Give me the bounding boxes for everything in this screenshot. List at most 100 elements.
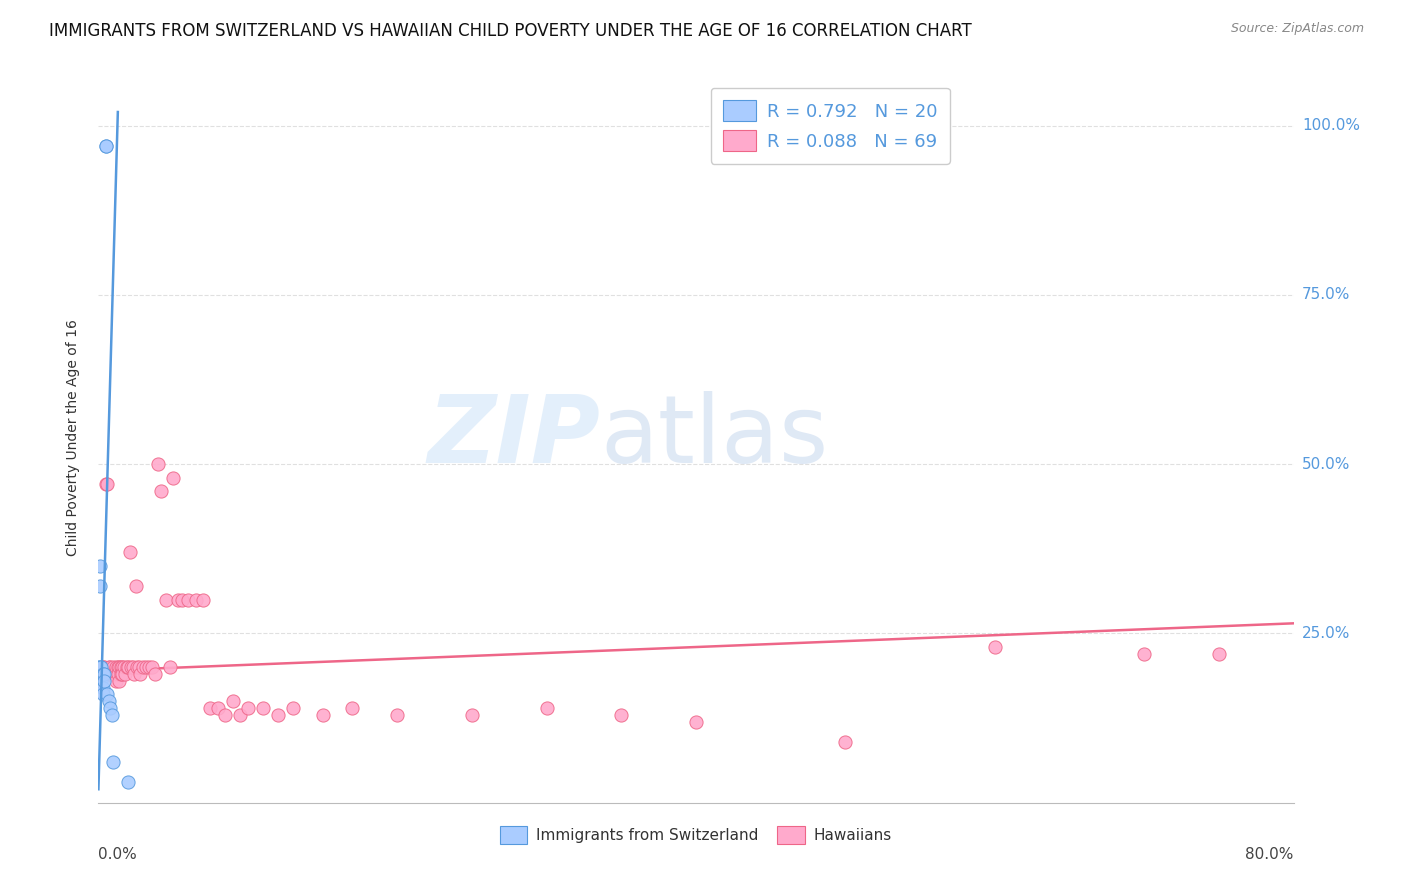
Point [111, 667, 134, 681]
Point [110, 660, 132, 674]
Point [461, 707, 484, 722]
Point [87, 673, 110, 688]
Point [124, 667, 146, 681]
Point [166, 592, 188, 607]
Text: 0.0%: 0.0% [98, 847, 138, 862]
Point [148, 457, 170, 471]
Point [385, 707, 409, 722]
Point [108, 660, 131, 674]
Point [135, 660, 157, 674]
Text: 80.0%: 80.0% [1246, 847, 1294, 862]
Point [141, 660, 163, 674]
Y-axis label: Child Poverty Under the Age of 16: Child Poverty Under the Age of 16 [66, 318, 80, 556]
Point [91, 660, 114, 674]
Point [150, 484, 173, 499]
Point [90, 673, 112, 688]
Point [311, 707, 333, 722]
Point [610, 707, 633, 722]
Point [229, 707, 252, 722]
Point [214, 707, 236, 722]
Point [89, 579, 111, 593]
Point [200, 701, 222, 715]
Text: Source: ZipAtlas.com: Source: ZipAtlas.com [1230, 22, 1364, 36]
Text: 50.0%: 50.0% [1302, 457, 1350, 472]
Point [111, 660, 134, 674]
Point [96, 688, 118, 702]
Point [98, 667, 122, 681]
Point [120, 660, 142, 674]
Point [143, 667, 166, 681]
Point [1208, 647, 1230, 661]
Point [93, 673, 115, 688]
Point [117, 660, 139, 674]
Point [98, 660, 122, 674]
Point [252, 701, 274, 715]
Point [97, 660, 120, 674]
Point [87, 660, 110, 674]
Point [94, 139, 117, 153]
Point [107, 660, 129, 674]
Point [94, 139, 117, 153]
Point [1133, 647, 1156, 661]
Point [93, 667, 115, 681]
Point [342, 701, 364, 715]
Point [172, 592, 194, 607]
Point [89, 660, 111, 674]
Point [93, 660, 115, 674]
Point [97, 667, 120, 681]
Legend: Immigrants from Switzerland, Hawaiians: Immigrants from Switzerland, Hawaiians [494, 820, 898, 850]
Point [91, 681, 114, 695]
Point [108, 673, 131, 688]
Point [128, 660, 150, 674]
Text: IMMIGRANTS FROM SWITZERLAND VS HAWAIIAN CHILD POVERTY UNDER THE AGE OF 16 CORREL: IMMIGRANTS FROM SWITZERLAND VS HAWAIIAN … [49, 22, 972, 40]
Point [129, 667, 152, 681]
Point [118, 545, 141, 559]
Point [103, 667, 125, 681]
Point [125, 579, 148, 593]
Text: 75.0%: 75.0% [1302, 287, 1350, 302]
Point [112, 660, 135, 674]
Point [105, 673, 128, 688]
Point [207, 701, 229, 715]
Point [90, 660, 112, 674]
Point [107, 667, 129, 681]
Point [94, 477, 117, 491]
Point [281, 701, 304, 715]
Point [96, 477, 118, 491]
Point [155, 592, 177, 607]
Text: 25.0%: 25.0% [1302, 626, 1350, 641]
Point [222, 694, 245, 708]
Point [114, 667, 136, 681]
Point [127, 660, 149, 674]
Point [132, 660, 155, 674]
Point [110, 667, 132, 681]
Text: 100.0%: 100.0% [1302, 118, 1360, 133]
Point [101, 667, 124, 681]
Point [177, 592, 200, 607]
Text: atlas: atlas [600, 391, 828, 483]
Point [536, 701, 558, 715]
Point [138, 660, 160, 674]
Point [162, 471, 184, 485]
Point [98, 701, 122, 715]
Point [236, 701, 259, 715]
Point [159, 660, 181, 674]
Point [91, 688, 114, 702]
Point [191, 592, 214, 607]
Point [184, 592, 207, 607]
Point [121, 660, 143, 674]
Point [97, 694, 120, 708]
Point [685, 714, 707, 729]
Point [103, 755, 125, 769]
Point [267, 707, 290, 722]
Point [105, 660, 128, 674]
Point [101, 707, 124, 722]
Text: ZIP: ZIP [427, 391, 600, 483]
Point [117, 775, 139, 789]
Point [91, 667, 114, 681]
Point [834, 735, 856, 749]
Point [103, 660, 125, 674]
Point [984, 640, 1007, 654]
Point [104, 667, 127, 681]
Point [115, 660, 138, 674]
